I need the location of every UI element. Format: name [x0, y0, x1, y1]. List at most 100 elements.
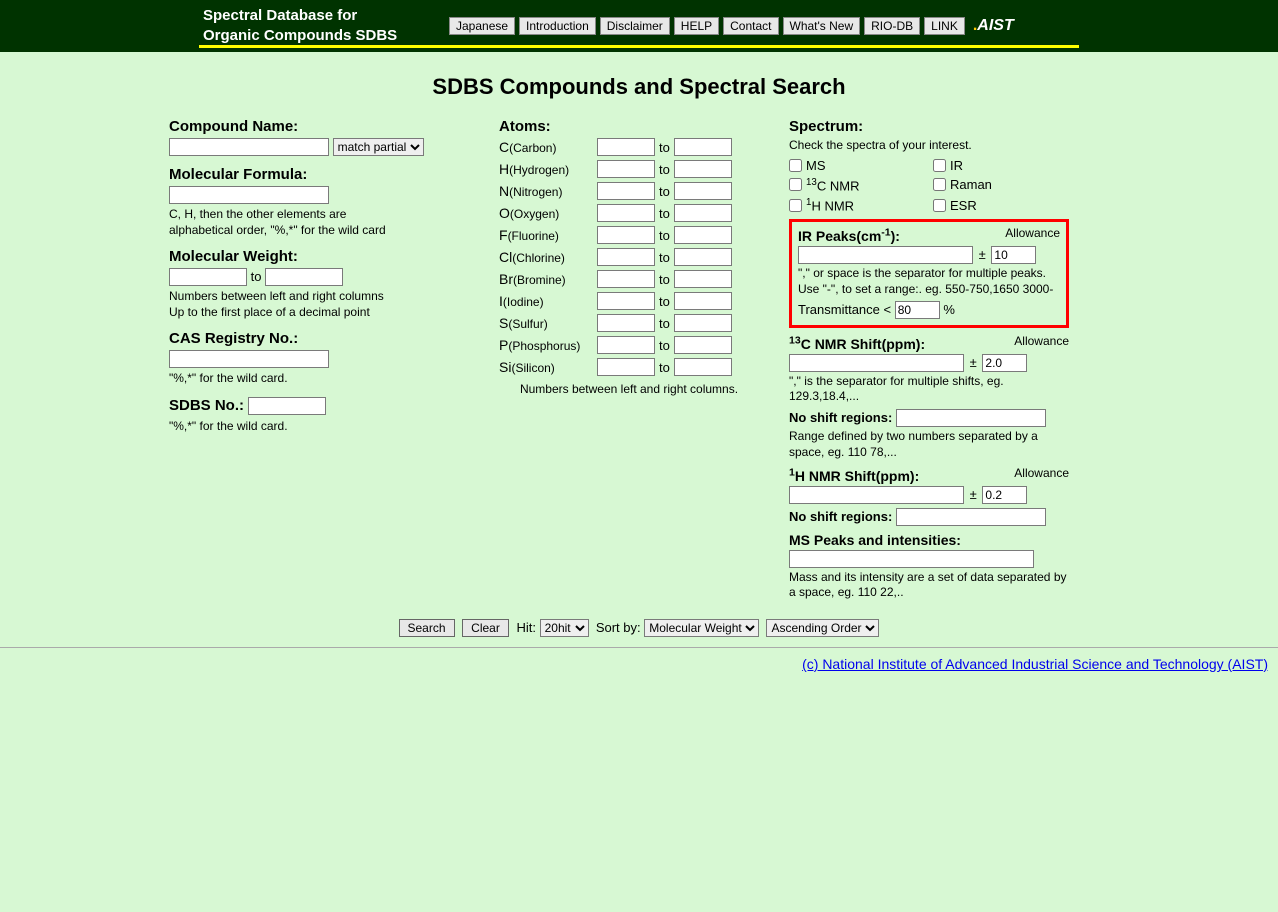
atom-f-to[interactable] — [674, 226, 732, 244]
molecular-formula-input[interactable] — [169, 186, 329, 204]
page-title: SDBS Compounds and Spectral Search — [0, 74, 1278, 100]
atom-label: F(Fluorine) — [499, 227, 597, 243]
spectrum-checkbox[interactable] — [789, 159, 802, 172]
atom-o-to[interactable] — [674, 204, 732, 222]
spectrum-label: Spectrum: — [789, 118, 1069, 135]
atom-n-from[interactable] — [597, 182, 655, 200]
atom-label: N(Nitrogen) — [499, 183, 597, 199]
mw-to-input[interactable] — [265, 268, 343, 286]
match-select[interactable]: match partial — [333, 138, 424, 156]
cas-input[interactable] — [169, 350, 329, 368]
atom-i-to[interactable] — [674, 292, 732, 310]
c-allowance-input[interactable] — [982, 354, 1027, 372]
spectrum-checkbox[interactable] — [933, 199, 946, 212]
sdbs-input[interactable] — [248, 397, 326, 415]
hit-label: Hit: — [516, 620, 536, 635]
clear-button[interactable]: Clear — [462, 619, 509, 637]
header-nav: Japanese Introduction Disclaimer HELP Co… — [449, 17, 1014, 35]
header-divider — [199, 45, 1079, 48]
molecular-formula-label: Molecular Formula: — [169, 166, 469, 183]
nav-disclaimer[interactable]: Disclaimer — [600, 17, 670, 35]
mf-hint: C, H, then the other elements arealphabe… — [169, 207, 469, 238]
atom-s-to[interactable] — [674, 314, 732, 332]
atom-o-from[interactable] — [597, 204, 655, 222]
atom-row-br: Br(Bromine)to — [499, 270, 759, 288]
spectrum-check-raman[interactable]: Raman — [933, 177, 1069, 193]
no-shift-hint-c: Range defined by two numbers separated b… — [789, 429, 1069, 460]
transmittance-input[interactable] — [895, 301, 940, 319]
atom-row-f: F(Fluorine)to — [499, 226, 759, 244]
c-hint: "," is the separator for multiple shifts… — [789, 374, 1069, 405]
sdbs-hint: "%,*" for the wild card. — [169, 419, 469, 435]
atom-cl-to[interactable] — [674, 248, 732, 266]
spectrum-check-cnmr[interactable]: 13C NMR — [789, 177, 925, 193]
nav-introduction[interactable]: Introduction — [519, 17, 596, 35]
spectrum-checkbox[interactable] — [933, 159, 946, 172]
atom-label: P(Phosphorus) — [499, 337, 597, 353]
copyright: (c) National Institute of Advanced Indus… — [0, 652, 1278, 672]
nav-rio-db[interactable]: RIO-DB — [864, 17, 920, 35]
atom-br-from[interactable] — [597, 270, 655, 288]
atom-si-from[interactable] — [597, 358, 655, 376]
atom-row-p: P(Phosphorus)to — [499, 336, 759, 354]
atom-n-to[interactable] — [674, 182, 732, 200]
ir-peaks-section: IR Peaks(cm-1): Allowance ± "," or space… — [789, 219, 1069, 328]
copyright-link[interactable]: (c) National Institute of Advanced Indus… — [802, 656, 1268, 672]
spectrum-check-esr[interactable]: ESR — [933, 197, 1069, 213]
atom-p-from[interactable] — [597, 336, 655, 354]
spectrum-check-ms[interactable]: MS — [789, 158, 925, 173]
atom-br-to[interactable] — [674, 270, 732, 288]
nav-japanese[interactable]: Japanese — [449, 17, 515, 35]
h-allowance-label: Allowance — [1014, 466, 1069, 480]
atom-h-from[interactable] — [597, 160, 655, 178]
transmittance-label: Transmittance < — [798, 302, 891, 317]
atom-i-from[interactable] — [597, 292, 655, 310]
sort-select[interactable]: Molecular Weight — [644, 619, 759, 637]
atom-c-to[interactable] — [674, 138, 732, 156]
molecular-weight-label: Molecular Weight: — [169, 248, 469, 265]
ms-peaks-input[interactable] — [789, 550, 1034, 568]
nav-help[interactable]: HELP — [674, 17, 719, 35]
c-nmr-input[interactable] — [789, 354, 964, 372]
h-nmr-label: 1H NMR Shift(ppm): — [789, 468, 919, 484]
atom-p-to[interactable] — [674, 336, 732, 354]
atom-c-from[interactable] — [597, 138, 655, 156]
atom-label: C(Carbon) — [499, 139, 597, 155]
nav-whats-new[interactable]: What's New — [783, 17, 861, 35]
footer-divider — [0, 647, 1278, 648]
ir-peaks-input[interactable] — [798, 246, 973, 264]
ir-allowance-input[interactable] — [991, 246, 1036, 264]
order-select[interactable]: Ascending Order — [766, 619, 879, 637]
h-allowance-input[interactable] — [982, 486, 1027, 504]
spectrum-check-hnmr[interactable]: 1H NMR — [789, 197, 925, 213]
transmittance-pct: % — [943, 302, 955, 317]
sdbs-label: SDBS No.: — [169, 397, 244, 414]
header-bar: Spectral Database for Organic Compounds … — [0, 0, 1278, 52]
spectrum-checkbox[interactable] — [789, 178, 802, 191]
footer-controls: Search Clear Hit: 20hit Sort by: Molecul… — [0, 619, 1278, 637]
nav-contact[interactable]: Contact — [723, 17, 778, 35]
hit-select[interactable]: 20hit — [540, 619, 589, 637]
mw-hint: Numbers between left and right columnsUp… — [169, 289, 469, 320]
spectrum-hint: Check the spectra of your interest. — [789, 138, 1069, 154]
compound-name-input[interactable] — [169, 138, 329, 156]
cas-hint: "%,*" for the wild card. — [169, 371, 469, 387]
search-button[interactable]: Search — [399, 619, 455, 637]
spectrum-check-ir[interactable]: IR — [933, 158, 1069, 173]
h-nmr-input[interactable] — [789, 486, 964, 504]
c-no-shift-input[interactable] — [896, 409, 1046, 427]
spectrum-checkbox[interactable] — [933, 178, 946, 191]
atom-f-from[interactable] — [597, 226, 655, 244]
atom-label: Br(Bromine) — [499, 271, 597, 287]
cas-label: CAS Registry No.: — [169, 330, 469, 347]
atom-cl-from[interactable] — [597, 248, 655, 266]
atom-s-from[interactable] — [597, 314, 655, 332]
atom-si-to[interactable] — [674, 358, 732, 376]
nav-link[interactable]: LINK — [924, 17, 965, 35]
atom-h-to[interactable] — [674, 160, 732, 178]
ir-allowance-label: Allowance — [1005, 226, 1060, 240]
h-no-shift-input[interactable] — [896, 508, 1046, 526]
mw-from-input[interactable] — [169, 268, 247, 286]
spectrum-checkbox[interactable] — [789, 199, 802, 212]
ms-hint: Mass and its intensity are a set of data… — [789, 570, 1069, 601]
